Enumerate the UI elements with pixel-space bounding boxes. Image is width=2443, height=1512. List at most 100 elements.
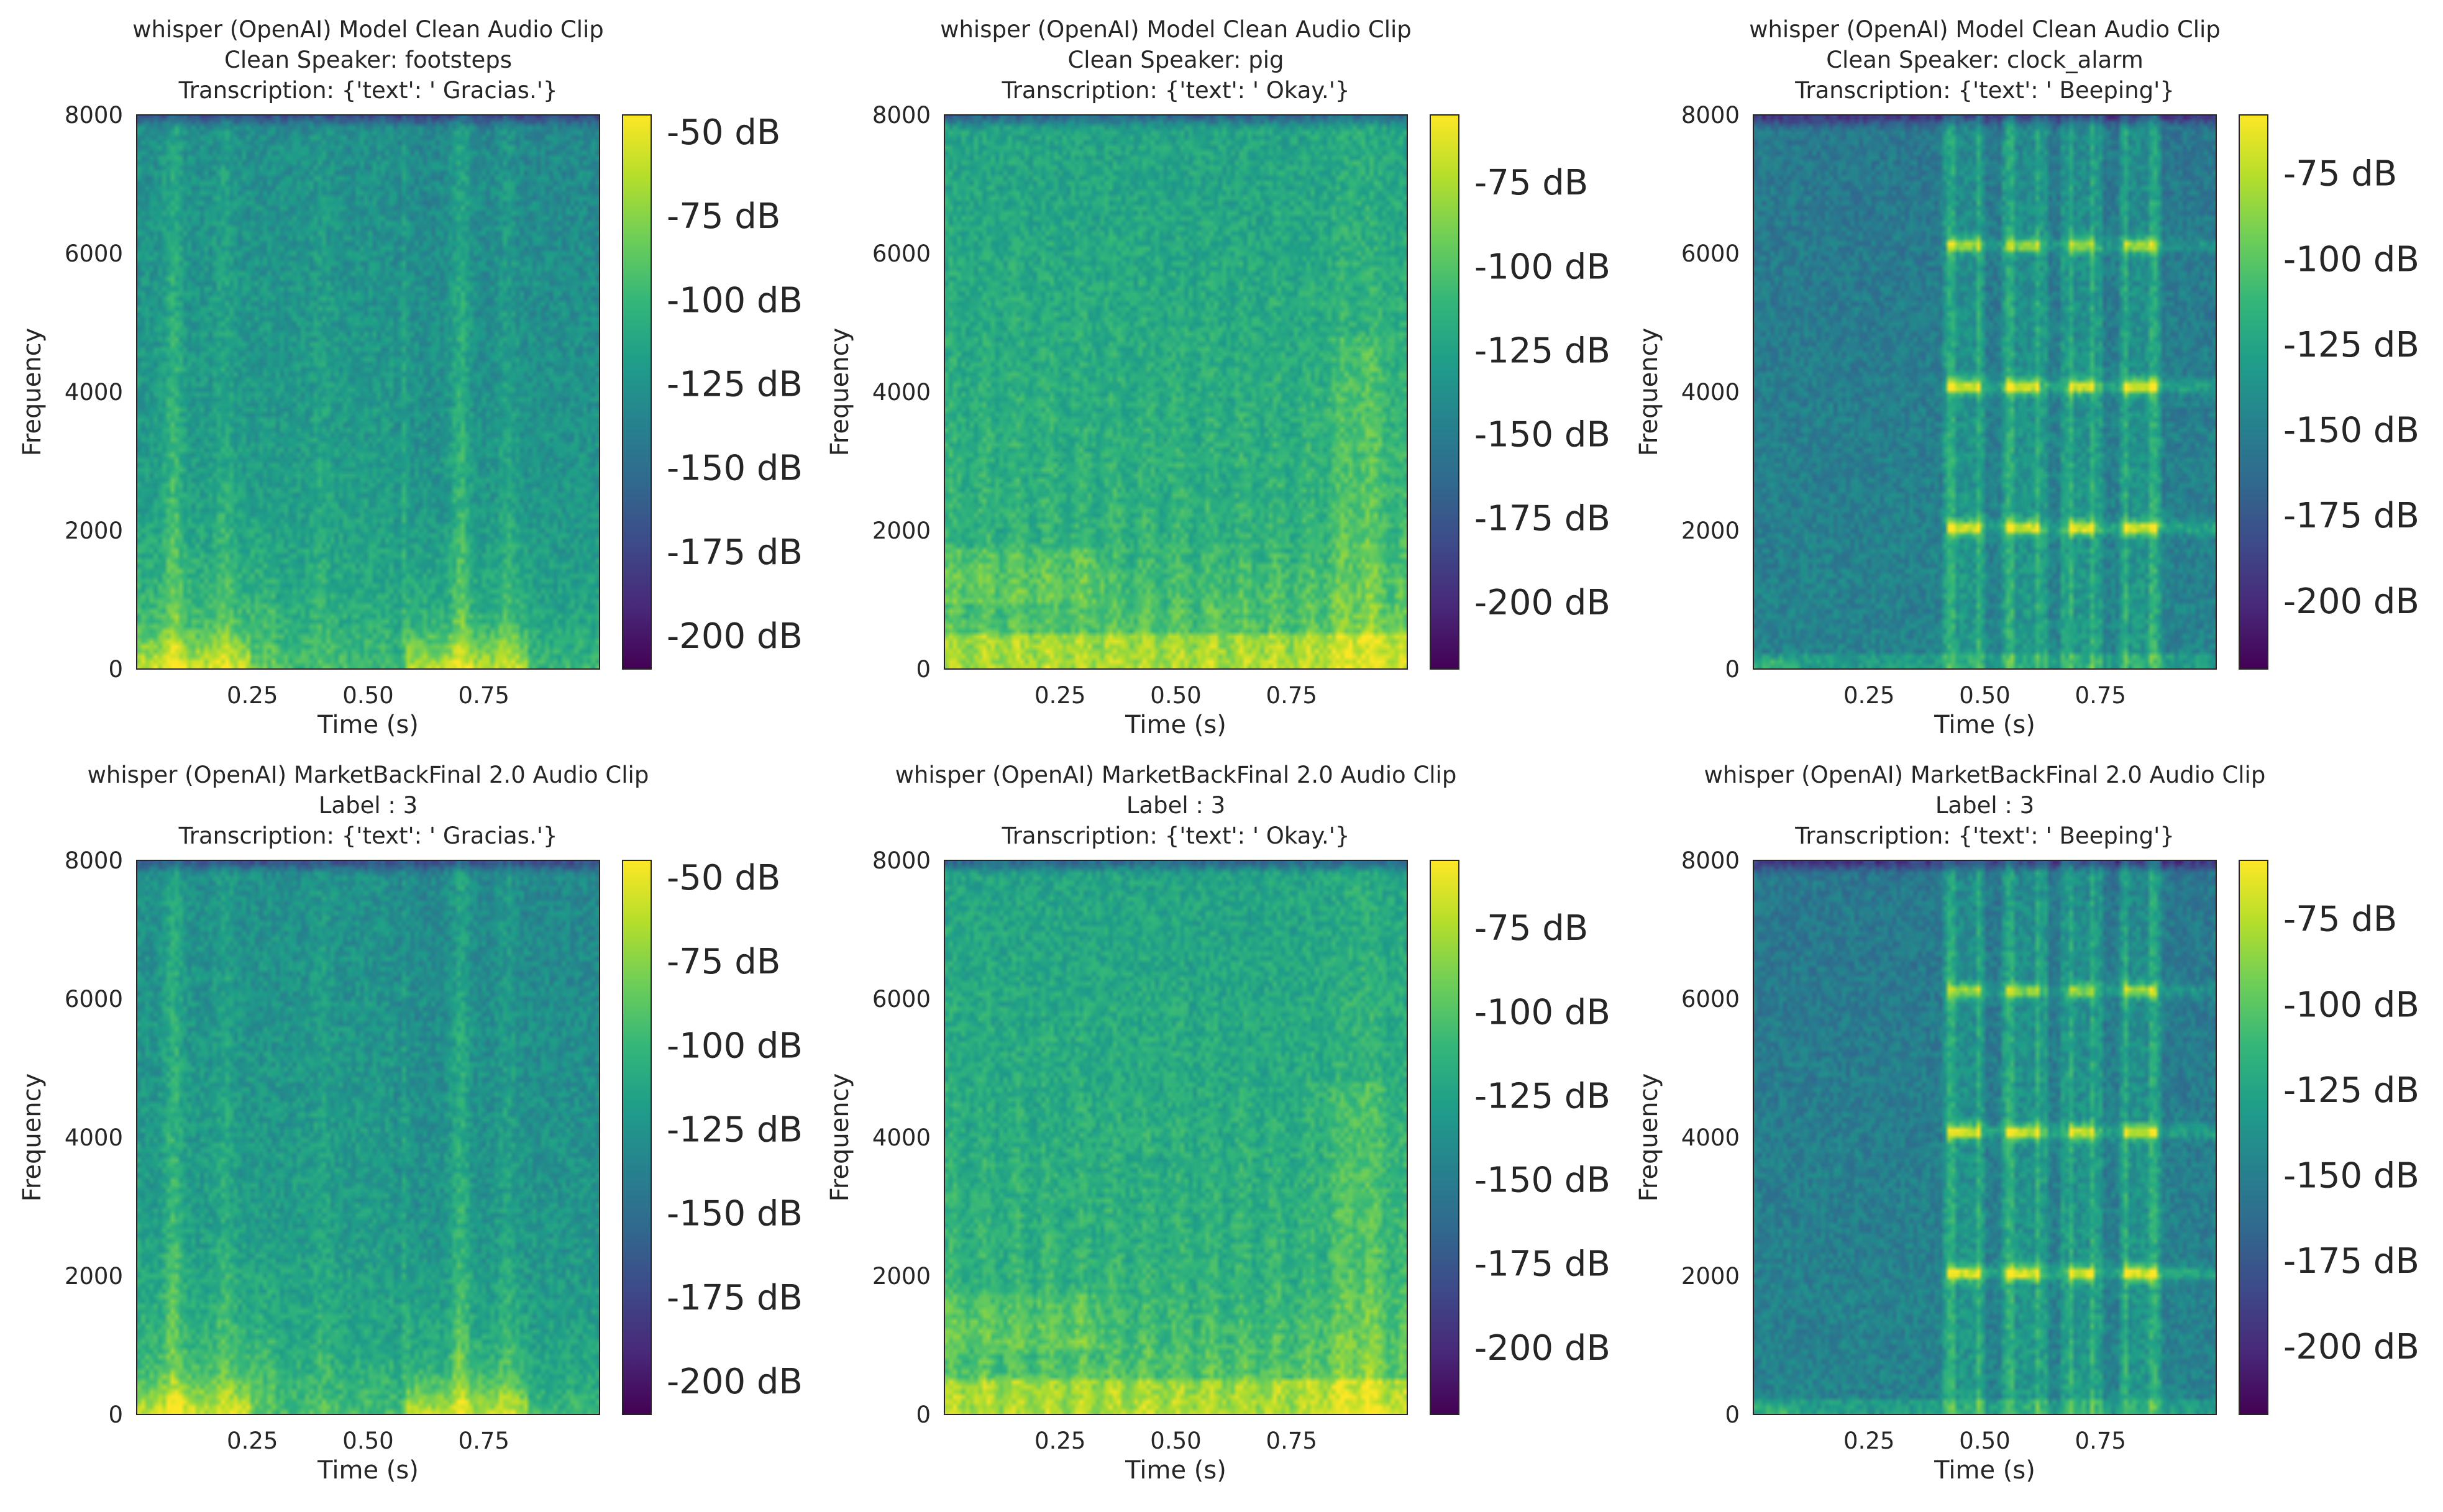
colorbar-tick-label: -150 dB	[1474, 1160, 1610, 1201]
panel-title-line: Label : 3	[1935, 792, 2034, 819]
colorbar-tick-label: -100 dB	[667, 280, 803, 321]
colorbar-tick-label: -75 dB	[2283, 899, 2397, 940]
colorbar-tick-label: -50 dB	[667, 112, 780, 153]
x-tick-label: 0.75	[1266, 682, 1317, 709]
x-tick-label: 0.25	[1843, 682, 1894, 709]
colorbar-tick-label: -100 dB	[2283, 985, 2419, 1025]
colorbar-tick-label: -150 dB	[2283, 411, 2419, 451]
y-tick-label: 0	[1725, 656, 1740, 683]
colorbar-tick-label: -125 dB	[1474, 1076, 1610, 1116]
x-tick-label: 0.25	[1034, 1428, 1085, 1454]
x-axis-label: Time (s)	[317, 711, 419, 739]
y-tick-label: 4000	[872, 379, 931, 406]
spectrogram-panel-2: whisper (OpenAI) Model Clean Audio Clip C…	[826, 16, 1610, 739]
spectrogram-panel-6: whisper (OpenAI) MarketBackFinal 2.0 Aud…	[1635, 762, 2419, 1485]
colorbar-tick-label: -125 dB	[2283, 1070, 2419, 1111]
colorbar-tick-label: -200 dB	[2283, 581, 2419, 622]
colorbar-tick-label: -125 dB	[667, 364, 803, 404]
y-tick-label: 2000	[1681, 517, 1740, 544]
y-axis-label: Frequency	[826, 1073, 854, 1202]
colorbar	[1430, 114, 1459, 670]
y-tick-label: 4000	[1681, 379, 1740, 406]
x-tick-label: 0.75	[2075, 682, 2126, 709]
colorbar-tick-label: -175 dB	[2283, 496, 2419, 536]
x-tick-label: 0.50	[1150, 1428, 1201, 1454]
colorbar-tick-label: -100 dB	[667, 1026, 803, 1066]
colorbar-tick-label: -200 dB	[667, 616, 803, 657]
y-axis-label: Frequency	[1635, 328, 1663, 457]
y-tick-label: 0	[916, 1401, 931, 1428]
y-tick-label: 8000	[65, 847, 123, 874]
colorbar-tick-label: -150 dB	[2283, 1156, 2419, 1196]
panel-title-line: Clean Speaker: clock_alarm	[1826, 47, 2144, 73]
y-tick-label: 8000	[872, 102, 931, 129]
colorbar	[2239, 860, 2268, 1415]
spectrogram-image	[1753, 115, 2216, 669]
panel-title-line: Transcription: {'text': ' Beeping'}	[1794, 77, 2175, 104]
panel-title-line: Transcription: {'text': ' Okay.'}	[1002, 822, 1350, 849]
x-tick-label: 0.50	[342, 682, 393, 709]
axes-frame	[136, 860, 600, 1415]
y-tick-label: 4000	[65, 1124, 123, 1151]
axes-frame	[1753, 860, 2217, 1415]
colorbar-tick-label: -150 dB	[1474, 415, 1610, 455]
colorbar-tick-label: -200 dB	[667, 1362, 803, 1402]
panel-title-line: whisper (OpenAI) Model Clean Audio Clip	[940, 16, 1412, 43]
y-tick-label: 2000	[65, 517, 123, 544]
panel-title-line: whisper (OpenAI) Model Clean Audio Clip	[132, 16, 604, 43]
spectrogram-image	[944, 115, 1407, 669]
x-tick-label: 0.50	[342, 1428, 393, 1454]
panel-title-line: Clean Speaker: footsteps	[224, 47, 512, 73]
x-tick-label: 0.75	[1266, 1428, 1317, 1454]
panel-title-line: whisper (OpenAI) MarketBackFinal 2.0 Aud…	[88, 762, 649, 788]
colorbar-tick-label: -175 dB	[2283, 1241, 2419, 1282]
colorbar	[1430, 860, 1459, 1415]
y-tick-label: 0	[108, 656, 123, 683]
x-axis-label: Time (s)	[317, 1456, 419, 1485]
colorbar-tick-label: -75 dB	[667, 942, 780, 982]
colorbar-tick-label: -125 dB	[1474, 330, 1610, 371]
y-tick-label: 6000	[1681, 240, 1740, 267]
spectrogram-panel-5: whisper (OpenAI) MarketBackFinal 2.0 Aud…	[826, 762, 1610, 1485]
colorbar-tick-label: -75 dB	[667, 196, 780, 237]
y-tick-label: 0	[108, 1401, 123, 1428]
colorbar-tick-label: -125 dB	[667, 1109, 803, 1150]
x-tick-label: 0.75	[459, 682, 509, 709]
y-tick-label: 8000	[65, 102, 123, 129]
colorbar-tick-label: -175 dB	[667, 1278, 803, 1318]
x-tick-label: 0.50	[1959, 1428, 2010, 1454]
y-tick-label: 6000	[872, 986, 931, 1013]
y-tick-label: 8000	[872, 847, 931, 874]
colorbar-tick-label: -200 dB	[2283, 1327, 2419, 1367]
panel-title-line: Transcription: {'text': ' Okay.'}	[1002, 77, 1350, 104]
x-tick-label: 0.25	[227, 682, 278, 709]
colorbar-tick-label: -100 dB	[1474, 247, 1610, 287]
y-tick-label: 6000	[872, 240, 931, 267]
colorbar-tick-label: -200 dB	[1474, 1328, 1610, 1369]
y-tick-label: 2000	[1681, 1263, 1740, 1290]
x-tick-label: 0.50	[1959, 682, 2010, 709]
colorbar-tick-label: -175 dB	[1474, 499, 1610, 539]
colorbar	[622, 114, 652, 670]
y-tick-label: 4000	[65, 379, 123, 406]
spectrogram-image	[944, 860, 1407, 1414]
panel-title-line: Transcription: {'text': ' Beeping'}	[1794, 822, 2175, 849]
y-tick-label: 4000	[1681, 1124, 1740, 1151]
y-tick-label: 2000	[872, 1263, 931, 1290]
colorbar-tick-label: -175 dB	[667, 532, 803, 573]
y-axis-label: Frequency	[18, 328, 47, 457]
panel-title-line: whisper (OpenAI) Model Clean Audio Clip	[1749, 16, 2221, 43]
panel-title-line: Label : 3	[1126, 792, 1225, 819]
x-axis-label: Time (s)	[1125, 711, 1226, 739]
spectrogram-panel-1: whisper (OpenAI) Model Clean Audio Clip C…	[18, 16, 803, 739]
panel-title-line: Label : 3	[319, 792, 418, 819]
y-axis-label: Frequency	[18, 1073, 47, 1202]
x-axis-label: Time (s)	[1934, 1456, 2035, 1485]
colorbar	[622, 860, 652, 1415]
x-tick-label: 0.75	[2075, 1428, 2126, 1454]
y-axis-label: Frequency	[826, 328, 854, 457]
panel-title-line: whisper (OpenAI) MarketBackFinal 2.0 Aud…	[895, 762, 1457, 788]
x-tick-label: 0.50	[1150, 682, 1201, 709]
y-tick-label: 8000	[1681, 102, 1740, 129]
